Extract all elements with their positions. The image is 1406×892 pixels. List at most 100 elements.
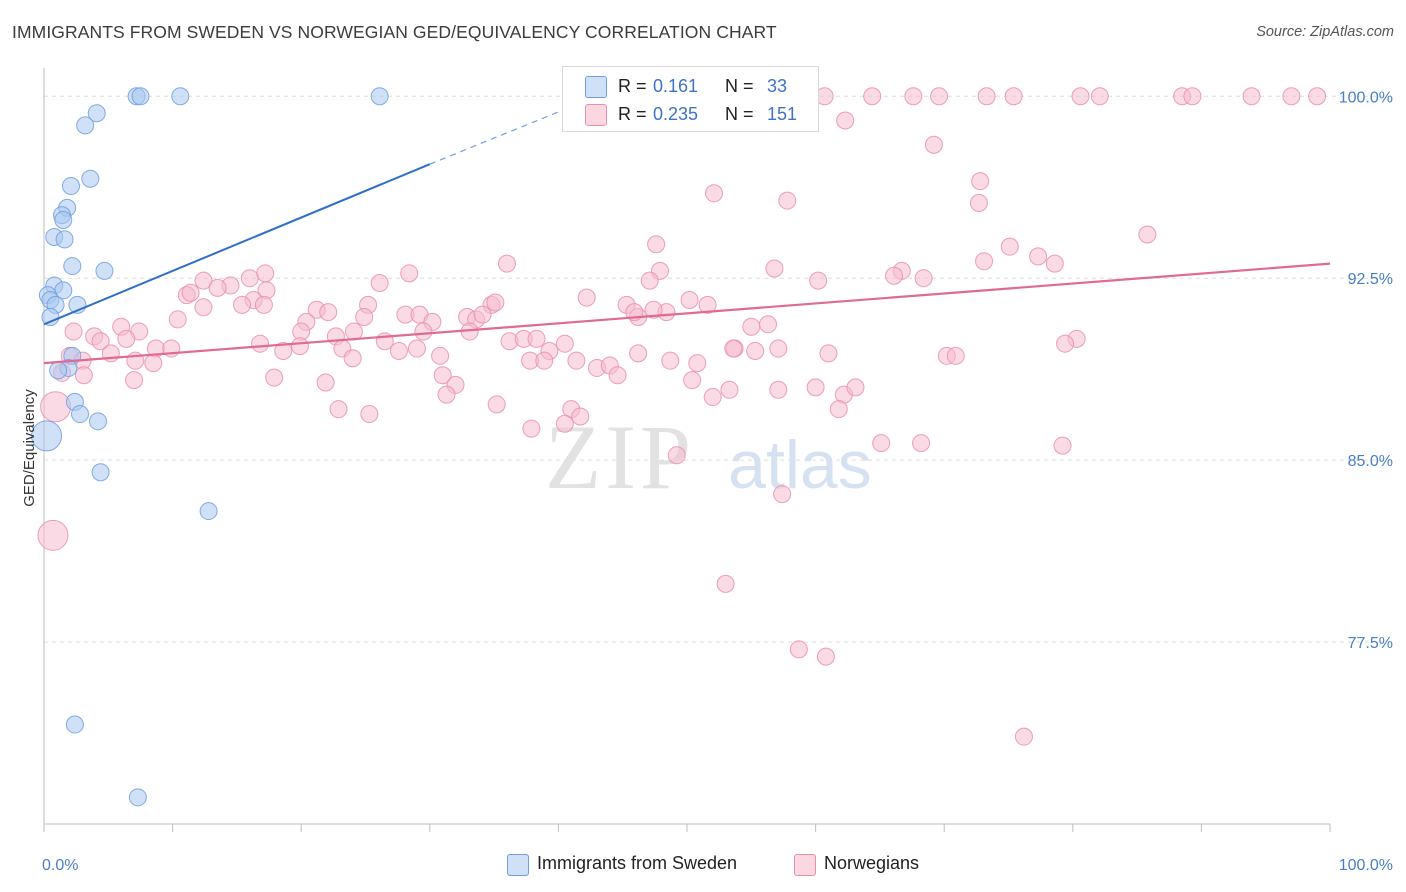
norwegian-point bbox=[316, 373, 335, 392]
sweden-point bbox=[54, 210, 73, 229]
sweden-point bbox=[199, 502, 218, 521]
legend-r-value: 0.161 bbox=[653, 76, 699, 96]
norwegian-point bbox=[1242, 87, 1261, 106]
norwegian-point bbox=[904, 87, 923, 106]
norwegian-point bbox=[661, 351, 680, 370]
sweden-point bbox=[55, 230, 74, 249]
sweden-point bbox=[63, 257, 82, 276]
series-legend: Immigrants from Sweden Norwegians bbox=[0, 852, 1406, 878]
norwegian-point bbox=[644, 300, 663, 319]
norwegian-point bbox=[522, 419, 541, 438]
norwegian-point bbox=[863, 87, 882, 106]
legend-row-sweden: R = 0.161 N = 33 bbox=[563, 72, 818, 100]
norwegian-point bbox=[360, 405, 379, 424]
legend-swatch-norwegians bbox=[585, 104, 607, 126]
sweden-point bbox=[128, 788, 147, 807]
x-tick-label: 0.0% bbox=[42, 857, 78, 874]
norwegian-point bbox=[473, 305, 492, 324]
legend-n-label: N = bbox=[725, 76, 754, 96]
norwegian-point bbox=[577, 288, 596, 307]
norwegian-point bbox=[40, 391, 72, 423]
norwegian-point bbox=[355, 308, 374, 327]
legend-n-value: 151 bbox=[767, 104, 798, 124]
norwegian-point bbox=[254, 295, 273, 314]
norwegian-point bbox=[389, 341, 408, 360]
norwegian-point bbox=[640, 271, 659, 290]
norwegian-point bbox=[977, 87, 996, 106]
norwegian-point bbox=[836, 111, 855, 130]
norwegian-point bbox=[1308, 87, 1327, 106]
legend-swatch-norwegians bbox=[794, 854, 816, 876]
norwegian-point bbox=[773, 485, 792, 504]
watermark: ZIP atlas bbox=[545, 406, 872, 508]
legend-row-norwegians: R = 0.235 N = 151 bbox=[563, 100, 818, 128]
norwegian-point bbox=[433, 366, 452, 385]
sweden-point bbox=[81, 169, 100, 188]
sweden-point bbox=[41, 308, 60, 327]
norwegian-point bbox=[1183, 87, 1202, 106]
y-tick-label: 85.0% bbox=[1348, 453, 1393, 470]
norwegian-point bbox=[319, 303, 338, 322]
norwegian-point bbox=[975, 252, 994, 271]
norwegian-point bbox=[370, 274, 389, 293]
y-tick-label: 77.5% bbox=[1348, 635, 1393, 652]
norwegian-point bbox=[274, 341, 293, 360]
norwegian-trend-line bbox=[43, 262, 1331, 365]
norwegian-point bbox=[778, 191, 797, 210]
norwegian-point bbox=[608, 366, 627, 385]
norwegian-point bbox=[486, 293, 505, 312]
norwegian-point bbox=[720, 380, 739, 399]
norwegian-point bbox=[567, 351, 586, 370]
norwegian-point bbox=[414, 322, 433, 341]
norwegian-point bbox=[251, 334, 270, 353]
sweden-point bbox=[49, 361, 68, 380]
norwegian-point bbox=[290, 337, 309, 356]
norwegian-point bbox=[789, 640, 808, 659]
sweden-point bbox=[65, 715, 84, 734]
chart-title: IMMIGRANTS FROM SWEDEN VS NORWEGIAN GED/… bbox=[12, 22, 777, 42]
norwegian-point bbox=[144, 354, 163, 373]
norwegian-point bbox=[705, 184, 724, 203]
norwegian-point bbox=[680, 291, 699, 310]
y-tick-label: 100.0% bbox=[1339, 89, 1393, 106]
legend-r-label: R = bbox=[618, 76, 647, 96]
norwegian-point bbox=[930, 87, 949, 106]
legend-n-value: 33 bbox=[767, 76, 788, 96]
correlation-legend: R = 0.161 N = 33 R = 0.235 N = 151 bbox=[562, 66, 819, 132]
norwegian-point bbox=[1014, 727, 1033, 746]
norwegian-point bbox=[343, 349, 362, 368]
sweden-point bbox=[370, 87, 389, 106]
legend-swatch-sweden bbox=[507, 854, 529, 876]
norwegian-point bbox=[233, 295, 252, 314]
trend-lines bbox=[43, 95, 1331, 365]
norwegian-point bbox=[924, 135, 943, 154]
norwegian-point bbox=[703, 388, 722, 407]
norwegian-point bbox=[914, 269, 933, 288]
norwegian-point bbox=[667, 446, 686, 465]
norwegian-point bbox=[1000, 237, 1019, 256]
norwegian-point bbox=[74, 366, 93, 385]
watermark-atlas: atlas bbox=[728, 427, 872, 503]
sweden-point bbox=[87, 104, 106, 123]
axis-labels: 77.5% 85.0% 92.5% 100.0% 0.0% 100.0% GED/Equiv… bbox=[21, 89, 1393, 874]
norwegian-point bbox=[969, 193, 988, 212]
norwegian-point bbox=[765, 259, 784, 278]
norwegian-point bbox=[1045, 254, 1064, 273]
norwegian-point bbox=[194, 271, 213, 290]
norwegian-point bbox=[431, 346, 450, 365]
norwegian-point bbox=[885, 266, 904, 285]
sweden-point bbox=[95, 261, 114, 280]
norwegian-point bbox=[698, 295, 717, 314]
norwegian-point bbox=[329, 400, 348, 419]
norwegian-point bbox=[571, 407, 590, 426]
norwegian-point bbox=[181, 283, 200, 302]
norwegian-point bbox=[527, 329, 546, 348]
x-tick-label: 100.0% bbox=[1339, 857, 1393, 874]
legend-r-label: R = bbox=[618, 104, 647, 124]
norwegian-point bbox=[125, 371, 144, 390]
norwegian-point bbox=[647, 235, 666, 254]
sweden-point bbox=[171, 87, 190, 106]
sweden-point bbox=[89, 412, 108, 431]
norwegian-point bbox=[37, 519, 69, 551]
legend-r-value: 0.235 bbox=[653, 104, 699, 124]
